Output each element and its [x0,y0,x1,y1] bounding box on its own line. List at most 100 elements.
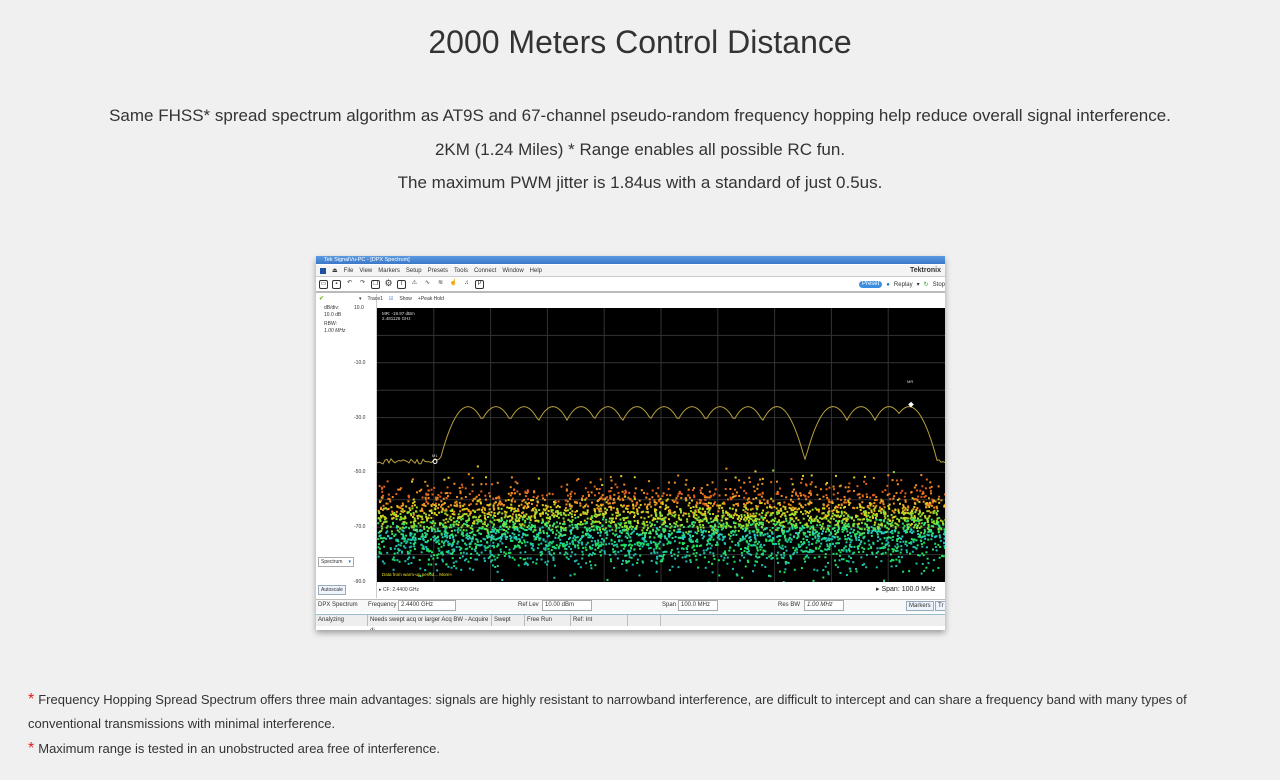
dpx-point [457,531,460,534]
dpx-point [712,494,715,497]
alarm-icon[interactable]: ⚠ [411,280,418,286]
dpx-point [716,520,719,523]
trace-name[interactable]: Trace1 [367,296,383,302]
save-icon[interactable]: ▪ [332,280,341,289]
chevron-down-icon[interactable]: ▾ [916,282,920,288]
dpx-point [547,542,550,545]
gear-icon[interactable]: ⚙ [384,278,393,288]
dpx-point [877,523,880,526]
spectrum-icon[interactable]: ≋ [437,280,444,286]
dpx-point [785,520,788,523]
autoscale-button[interactable]: Autoscale [318,585,346,595]
dpx-point [783,525,786,528]
stop-button[interactable]: Stop [932,281,945,288]
redo-icon[interactable]: ↷ [359,280,366,286]
dpx-point [849,538,852,541]
open-icon[interactable]: ▭ [319,280,328,289]
trace-icon[interactable]: ∿ [424,280,431,286]
trace-button[interactable]: Tr [935,601,945,611]
dpx-point [815,515,818,518]
reflev-input[interactable]: 10.00 dBm [542,600,592,611]
dpx-point [396,538,399,541]
rbw-value[interactable]: 1.00 MHz [324,328,346,334]
dpx-point [573,513,576,516]
dpx-point [917,535,920,538]
dpx-point [453,510,456,513]
shield-icon[interactable]: T [397,280,406,289]
dpx-point [539,537,542,540]
dpx-point [944,534,945,537]
dpx-point [517,534,520,537]
dpx-point [795,493,798,496]
span-input[interactable]: 100.0 MHz [678,600,718,611]
trace-dropdown-icon[interactable]: ▾ [359,296,362,302]
dpx-point [768,504,771,507]
preset-button[interactable]: Preset [858,281,883,288]
dpx-point [643,503,646,506]
dpx-point [779,507,782,510]
dpx-point [377,522,380,525]
dpx-point [800,543,803,546]
undo-icon[interactable]: ↶ [346,280,353,286]
view-select[interactable]: Spectrum ▾ [318,557,354,567]
frequency-input[interactable]: 2.4400 GHz [398,600,456,611]
resbw-input[interactable]: 1.00 MHz [804,600,844,611]
markers-button[interactable]: Markers [906,601,934,611]
dpx-point [423,502,426,505]
dpx-point [435,498,438,501]
dpx-point [913,520,916,523]
dpx-point [759,531,762,534]
dpx-point [414,541,417,544]
dpx-point [411,478,414,481]
dpx-point [840,558,843,561]
menu-tools[interactable]: Tools [453,267,468,274]
dpx-point [427,550,430,553]
dpx-point [459,552,462,555]
dpx-point [683,542,686,545]
speaker-icon[interactable]: ♫ [464,280,469,286]
windows-icon[interactable]: ❐ [371,280,380,289]
show-checkbox[interactable]: ☑ [388,296,394,302]
dpx-point [857,551,860,554]
dpx-point [738,540,741,543]
menu-markers[interactable]: Markers [378,267,400,274]
menu-window[interactable]: Window [502,267,524,274]
dpx-point [423,536,426,539]
dpx-point [692,524,695,527]
menu-presets[interactable]: Presets [427,267,448,274]
menu-file[interactable]: File [343,267,354,274]
dpx-point [920,495,923,498]
menu-help[interactable]: Help [529,267,543,274]
warmup-message[interactable]: Data from warm-up period... More» [382,572,453,577]
dpx-point [545,523,548,526]
dpx-point [740,515,743,518]
replay-button[interactable]: Replay [893,281,913,288]
dpx-point [782,505,785,508]
dpx-point [813,518,816,521]
menu-connect[interactable]: Connect [473,267,497,274]
dpx-point [551,545,554,548]
menu-view[interactable]: View [359,267,373,274]
dpx-point [535,533,538,536]
dpx-point [511,516,514,519]
menu-setup[interactable]: Setup [405,267,422,274]
dpx-point [434,508,437,511]
dpx-spectrum-plot[interactable]: MR: -19.97 dBm 2.481126 GHz M1 MR Data f… [376,308,945,589]
dpx-point [514,527,517,530]
dpx-point [692,514,695,517]
dpx-point [575,524,578,527]
dbdiv-value[interactable]: 10.0 dB [324,312,342,318]
dpx-point [430,516,433,519]
dpx-point [915,547,918,550]
present-icon[interactable]: P [475,280,484,289]
dpx-point [831,500,834,503]
dpx-point [915,484,918,487]
hand-icon[interactable]: ☝ [449,280,458,286]
dpx-point [603,498,606,501]
dpx-point [758,521,761,524]
dpx-point [474,534,477,537]
dpx-point [407,562,410,565]
dpx-point [731,530,734,533]
trace-mode[interactable]: +Peak Hold [417,296,444,302]
dpx-point [631,531,634,534]
